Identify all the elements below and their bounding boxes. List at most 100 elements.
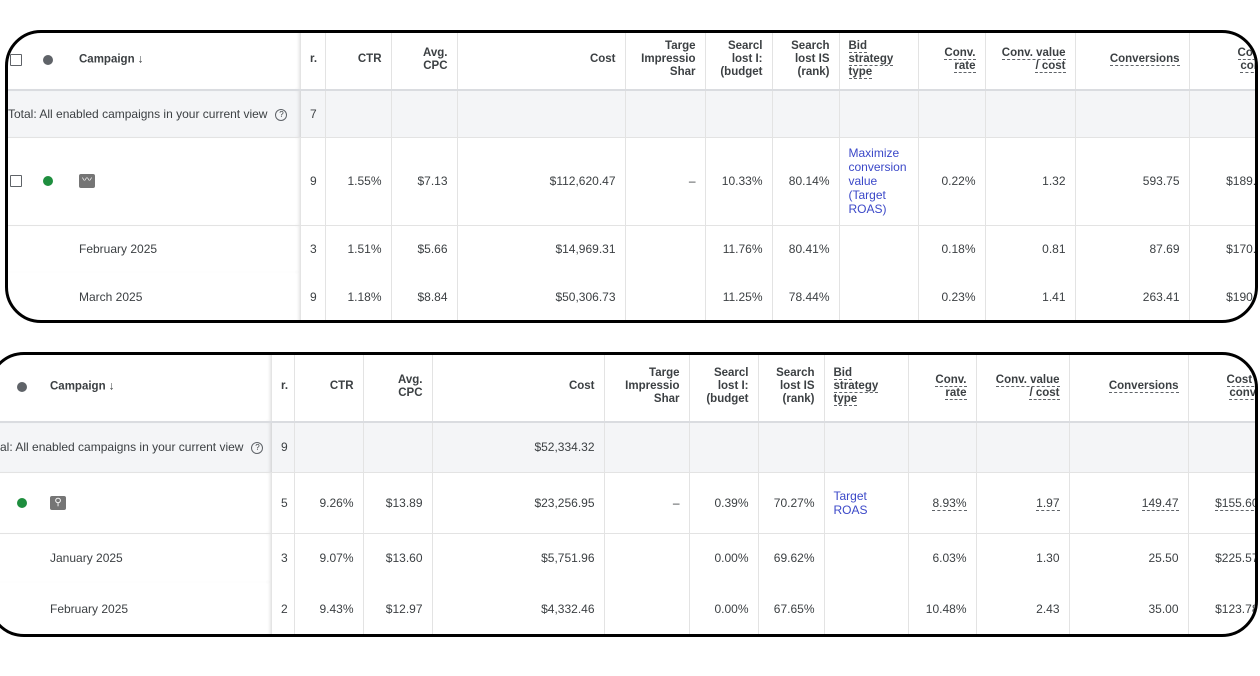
month-conv-rate: 10.48% (908, 582, 977, 634)
column-header-target-impression-share[interactable]: Targe Impressio Shar (625, 33, 706, 90)
column-header-avg-cpc[interactable]: Avg. CPC (363, 355, 433, 422)
campaign-header-label[interactable]: Campaign ↓ (50, 380, 115, 392)
column-header-label: CTR (329, 380, 354, 392)
help-icon[interactable]: ? (251, 442, 264, 455)
campaign-bid-strategy-type[interactable]: Maximize conversion value (Target ROAS) (839, 137, 919, 226)
column-header-conversions[interactable]: Conversions (1069, 355, 1189, 422)
column-header-label: Bid strategy type (848, 40, 894, 79)
column-header-label: r. (310, 53, 318, 65)
column-header-search-lost-is-rank[interactable]: Search lost IS (rank) (772, 33, 840, 90)
column-header-ctr[interactable]: CTR (325, 33, 392, 90)
column-header-search-lost-is-rank[interactable]: Search lost IS (rank) (758, 355, 825, 422)
column-header-label: Searcl lost I: (budget (706, 367, 749, 405)
total-impressions: 9 (272, 422, 295, 473)
total-avg-cpc (363, 422, 433, 473)
campaign-name-cell[interactable]: 〰 (8, 137, 301, 226)
column-header-label: Bid strategy type (833, 367, 879, 406)
month-cost: $5,751.96 (432, 533, 605, 582)
column-header-ctr[interactable]: CTR (294, 355, 364, 422)
month-label-cell: March 2025 (8, 272, 301, 320)
month-bid-strategy-type (839, 225, 919, 272)
column-header-label: Cost / conv. (1237, 46, 1255, 73)
campaign-search-lost-is-budget: 10.33% (705, 137, 773, 226)
month-impressions: 9 (301, 272, 326, 320)
column-header-search-lost-is-budget[interactable]: Searcl lost I: (budget (689, 355, 759, 422)
row-checkbox[interactable] (10, 175, 22, 187)
month-label: January 2025 (50, 550, 123, 565)
campaign-conversions: 149.47 (1069, 472, 1189, 534)
month-search-lost-is-budget: 11.76% (705, 225, 773, 272)
month-conversions: 263.41 (1075, 272, 1190, 320)
search-icon: ⚲ (50, 495, 66, 510)
column-header-cost-per-conv[interactable]: Cost / conv. (1188, 355, 1255, 422)
column-header-impressions[interactable]: r. (301, 33, 326, 90)
month-search-lost-is-budget: 11.25% (705, 272, 773, 320)
campaign-search-lost-is-budget: 0.39% (689, 472, 759, 534)
column-header-cost[interactable]: Cost (432, 355, 605, 422)
bid-strategy-link[interactable]: Target ROAS (833, 488, 868, 517)
month-conv-rate: 6.03% (908, 533, 977, 582)
header-row: Campaign ↓ r. CTR Avg. CPC Cost Targe Impress… (0, 355, 1255, 422)
month-avg-cpc: $8.84 (391, 272, 458, 320)
column-header-label: Conv. value / cost (1001, 46, 1066, 73)
bid-strategy-link[interactable]: Maximize conversion value (Target ROAS) (848, 146, 907, 216)
column-header-campaign[interactable]: Campaign ↓ (0, 355, 272, 422)
month-label-cell: February 2025 (0, 582, 272, 634)
month-row: February 2025 3 1.51% $5.66 $14,969.31 11.76%… (8, 225, 1255, 272)
total-conv-value-per-cost (985, 90, 1076, 138)
total-conversions (1075, 90, 1190, 138)
column-header-bid-strategy-type[interactable]: Bid strategy type (824, 355, 909, 422)
cell-value: – (688, 174, 696, 188)
total-label-text: Total: All enabled campaigns in your cur… (8, 106, 268, 121)
campaign-bid-strategy-type[interactable]: Target ROAS (824, 472, 909, 534)
help-icon[interactable]: ? (275, 108, 288, 121)
total-bid-strategy-type (839, 90, 919, 138)
column-header-cost-per-conv[interactable]: Cost / conv. (1189, 33, 1255, 90)
month-search-lost-is-rank: 80.41% (772, 225, 840, 272)
column-header-campaign[interactable]: Campaign ↓ (8, 33, 301, 90)
month-bid-strategy-type (839, 272, 919, 320)
cell-value: $155.60 (1215, 495, 1258, 511)
column-header-conv-value-per-cost[interactable]: Conv. value / cost (976, 355, 1070, 422)
month-search-lost-is-budget: 0.00% (689, 533, 759, 582)
column-header-label: Conversions (1108, 380, 1179, 393)
column-header-target-impression-share[interactable]: Targe Impressio Shar (604, 355, 690, 422)
campaign-table: Campaign ↓ r. CTR Avg. CPC Cost Targe Impress… (0, 355, 1258, 634)
column-header-bid-strategy-type[interactable]: Bid strategy type (839, 33, 919, 90)
cell-value: 9 (310, 174, 317, 188)
campaign-row[interactable]: 〰 9 1.55% $7.13 $112,620.47 – 10.33% 80.14% Maxi… (8, 137, 1255, 226)
column-header-impressions[interactable]: r. (272, 355, 295, 422)
cell-value: $23,256.95 (534, 495, 595, 510)
total-label: al: All enabled campaigns in your curren… (0, 440, 264, 455)
month-label: February 2025 (79, 241, 158, 256)
total-cost (457, 90, 626, 138)
column-header-label: Conv. value / cost (995, 373, 1060, 400)
month-conv-value-per-cost: 1.30 (976, 533, 1070, 582)
column-header-conv-rate[interactable]: Conv. rate (908, 355, 977, 422)
month-label-cell: February 2025 (8, 225, 301, 272)
column-header-label: Conv. rate (944, 46, 976, 73)
campaign-name-cell[interactable]: ⚲ (0, 472, 272, 534)
header-row: Campaign ↓ r. CTR Avg. CPC Cost Targe Impress… (8, 33, 1255, 90)
column-header-conversions[interactable]: Conversions (1075, 33, 1190, 90)
column-header-label: Searcl lost I: (budget (720, 40, 763, 78)
campaign-header-label[interactable]: Campaign ↓ (79, 53, 144, 65)
total-conv-value-per-cost (976, 422, 1070, 473)
campaign-conv-value-per-cost: 1.32 (985, 137, 1076, 226)
month-cost: $50,306.73 (457, 272, 626, 320)
campaign-search-lost-is-rank: 70.27% (758, 472, 825, 534)
month-conversions: 35.00 (1069, 582, 1189, 634)
select-all-checkbox[interactable] (10, 53, 22, 66)
column-header-conv-value-per-cost[interactable]: Conv. value / cost (985, 33, 1076, 90)
month-conv-rate: 0.23% (918, 272, 986, 320)
cell-value: 10.33% (721, 174, 763, 188)
column-header-conv-rate[interactable]: Conv. rate (918, 33, 986, 90)
column-header-search-lost-is-budget[interactable]: Searcl lost I: (budget (705, 33, 773, 90)
column-header-label: Search lost IS (rank) (791, 40, 830, 78)
column-header-cost[interactable]: Cost (457, 33, 626, 90)
total-search-lost-is-budget (705, 90, 773, 138)
month-conversions: 25.50 (1069, 533, 1189, 582)
month-impressions: 3 (301, 225, 326, 272)
column-header-avg-cpc[interactable]: Avg. CPC (391, 33, 458, 90)
campaign-row[interactable]: ⚲ 5 9.26% $13.89 $23,256.95 – 0.39% 70.27% Targe… (0, 472, 1258, 534)
